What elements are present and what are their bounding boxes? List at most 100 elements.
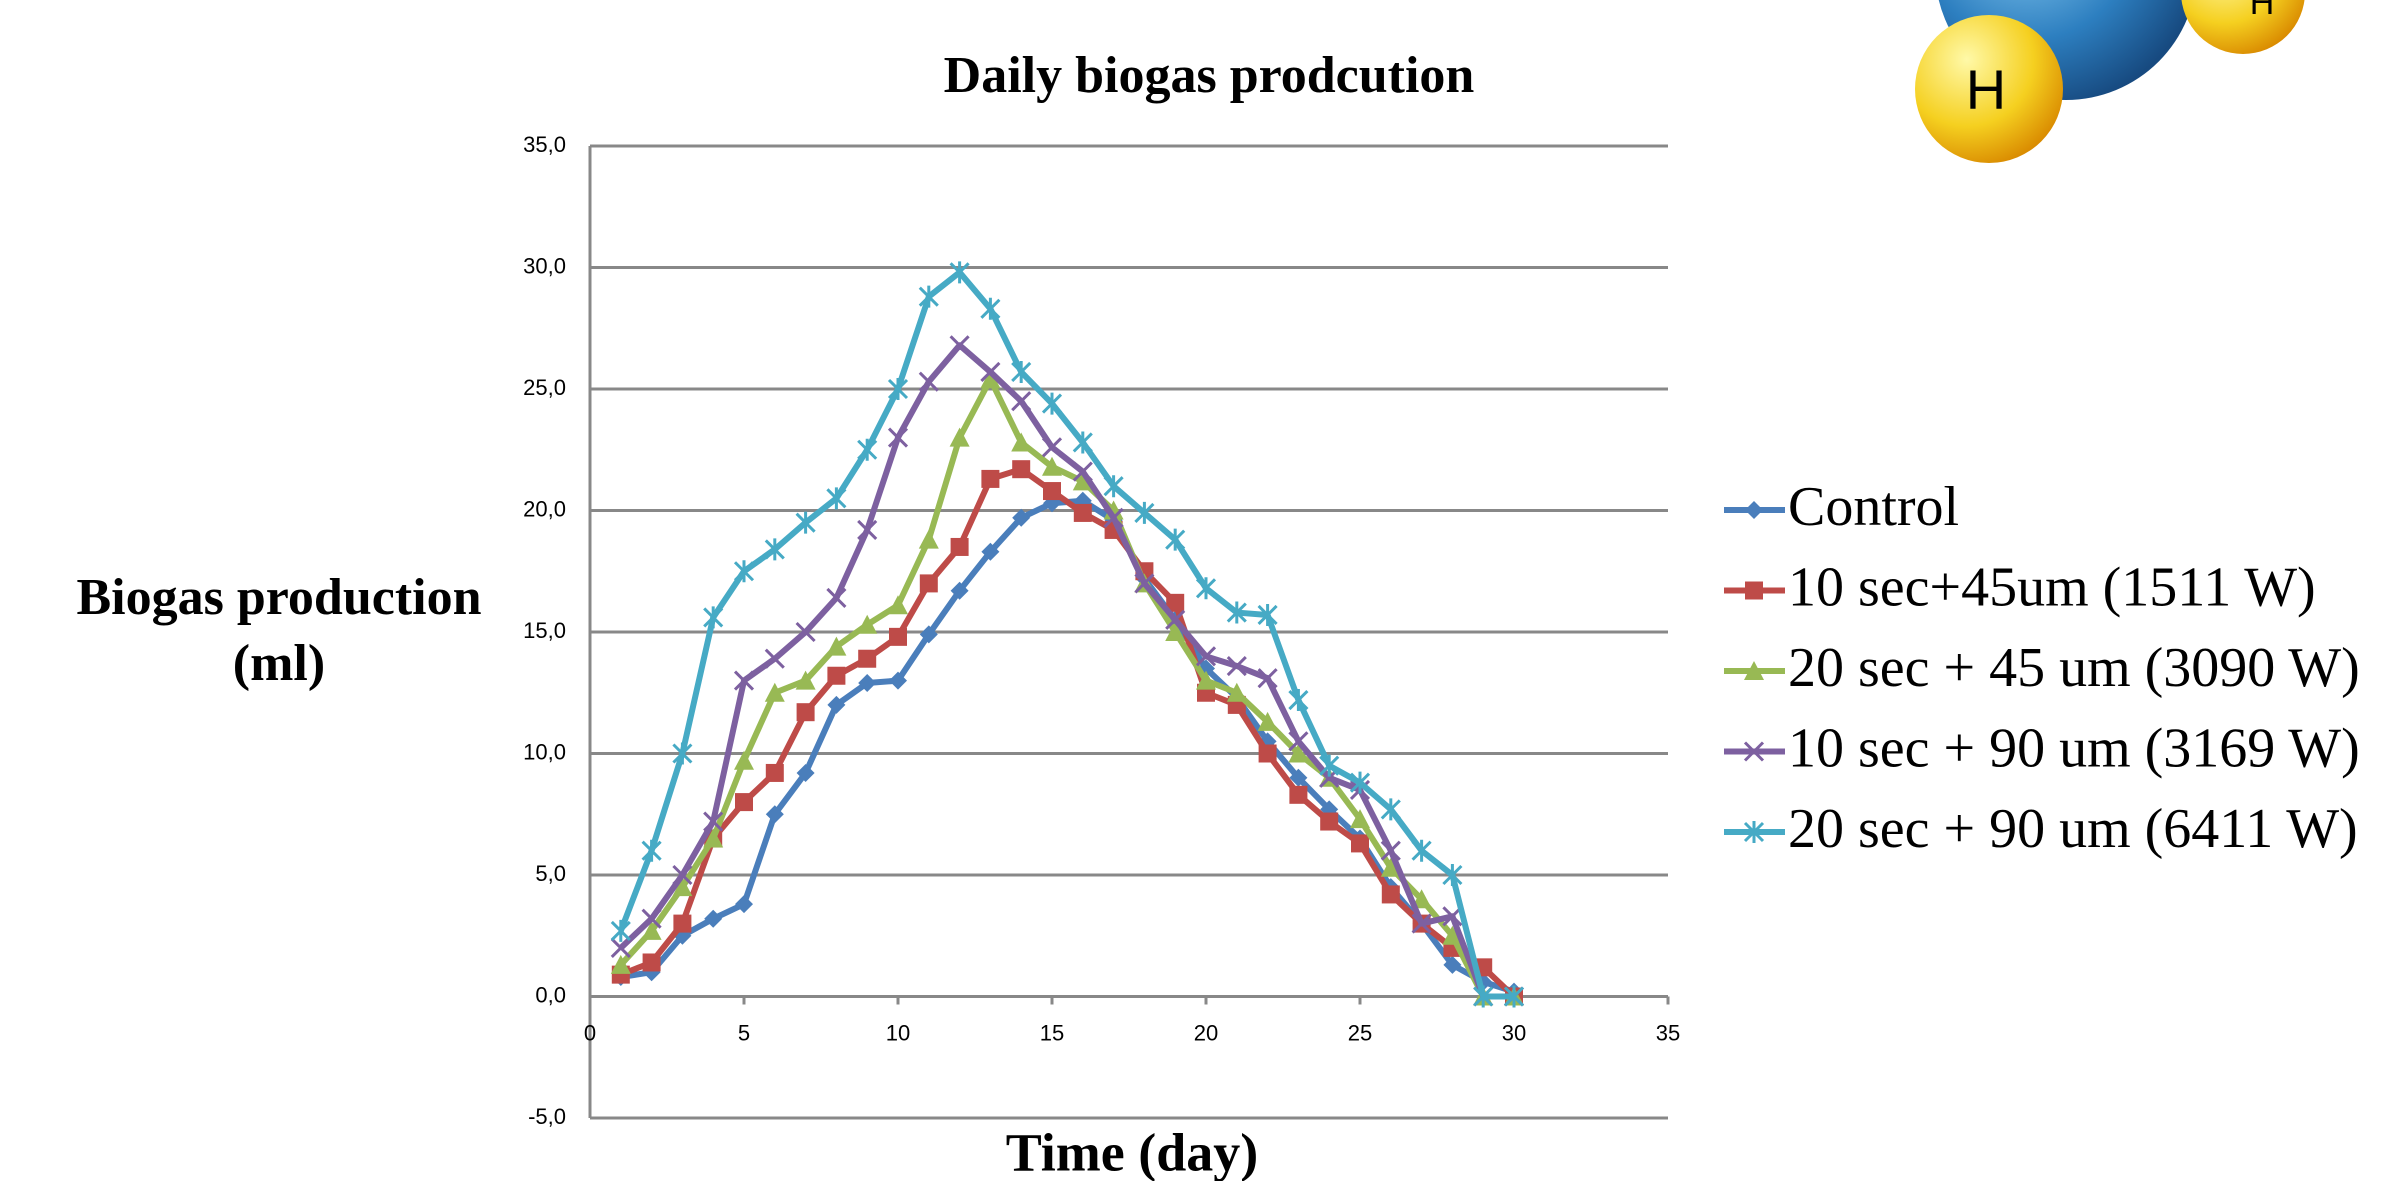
marker — [887, 378, 909, 400]
legend-label: 10 sec + 90 um (3169 W) — [1788, 717, 2360, 779]
marker — [733, 670, 755, 691]
legend-label: 20 sec + 90 um (6411 W) — [1788, 798, 2358, 860]
marker — [1072, 431, 1093, 454]
marker — [796, 703, 815, 722]
marker — [796, 763, 815, 782]
marker — [1257, 711, 1278, 731]
marker — [827, 695, 846, 714]
marker — [735, 793, 753, 812]
marker — [733, 560, 755, 583]
marker — [764, 682, 785, 702]
marker — [889, 627, 907, 646]
marker — [1411, 889, 1432, 909]
x-tick-label: 25 — [1348, 1020, 1372, 1045]
marker — [1226, 682, 1247, 702]
marker — [827, 666, 846, 685]
marker — [1011, 391, 1032, 412]
marker — [1134, 573, 1155, 594]
marker — [1103, 475, 1124, 498]
marker — [918, 285, 939, 308]
marker — [949, 427, 970, 447]
marker — [1442, 864, 1463, 886]
marker — [610, 937, 631, 958]
marker — [1319, 754, 1340, 777]
series-line — [618, 342, 1514, 1000]
marker — [1380, 798, 1401, 821]
marker — [1043, 482, 1061, 501]
marker — [765, 805, 784, 824]
legend-label: 20 sec + 45 um (3090 W) — [1788, 637, 2360, 699]
atom-label: H — [2250, 0, 2275, 22]
marker — [858, 649, 877, 668]
marker — [1196, 670, 1216, 690]
marker — [764, 648, 785, 669]
marker — [981, 469, 1000, 488]
marker — [642, 953, 661, 972]
marker — [1745, 581, 1763, 600]
marker — [1289, 768, 1308, 787]
marker — [858, 674, 877, 693]
series: 20 sec + 45 um (3090 W) — [610, 369, 2360, 1006]
marker — [1012, 460, 1031, 479]
marker — [1503, 985, 1525, 1008]
marker — [1226, 601, 1247, 624]
legend-label: Control — [1788, 476, 1959, 538]
marker — [672, 864, 693, 886]
marker — [735, 895, 753, 914]
marker — [889, 671, 907, 690]
marker — [703, 606, 724, 629]
marker — [1134, 501, 1155, 524]
marker — [1349, 771, 1371, 794]
marker — [1195, 577, 1217, 600]
marker — [857, 438, 878, 461]
marker — [1258, 744, 1277, 763]
x-tick-label: 30 — [1502, 1020, 1526, 1045]
marker — [1380, 857, 1401, 877]
marker — [950, 537, 969, 556]
marker — [1411, 839, 1432, 862]
marker — [1288, 743, 1309, 763]
marker — [1288, 689, 1309, 712]
marker — [981, 542, 1000, 561]
y-tick-label: 30,0 — [523, 253, 566, 278]
marker — [1257, 668, 1278, 689]
marker — [1012, 508, 1031, 527]
x-tick-label: 15 — [1040, 1020, 1064, 1045]
marker — [1350, 809, 1370, 829]
marker — [1380, 840, 1401, 861]
marker — [795, 511, 816, 534]
series-line — [618, 376, 1514, 1000]
y-tick-label: -5,0 — [528, 1104, 566, 1129]
marker — [1165, 622, 1186, 641]
x-tick-label: 5 — [738, 1020, 750, 1045]
marker — [1011, 432, 1032, 452]
marker — [919, 574, 938, 593]
marker — [1745, 501, 1763, 519]
series: 20 sec + 90 um (6411 W) — [610, 261, 2358, 1008]
marker — [918, 529, 939, 549]
marker — [887, 427, 909, 448]
marker — [1443, 955, 1462, 974]
marker — [1744, 661, 1764, 680]
y-tick-label: 0,0 — [535, 982, 566, 1007]
marker — [672, 877, 693, 897]
y-tick-label: 5,0 — [535, 861, 566, 886]
marker — [672, 742, 693, 765]
chart-title: Daily biogas prodcution — [944, 47, 1475, 104]
marker — [1165, 528, 1186, 551]
marker — [1226, 655, 1247, 677]
marker — [1072, 471, 1093, 491]
y-tick-label: 35,0 — [523, 132, 566, 157]
marker — [950, 581, 969, 600]
x-tick-label: 10 — [886, 1020, 910, 1045]
atom-label: H — [1966, 58, 2006, 121]
marker — [610, 954, 631, 974]
x-tick-label: 35 — [1656, 1020, 1680, 1045]
marker — [826, 487, 847, 510]
marker — [888, 595, 908, 615]
marker — [641, 839, 662, 862]
x-axis-title: Time (day) — [1006, 1122, 1259, 1181]
marker — [949, 261, 970, 284]
